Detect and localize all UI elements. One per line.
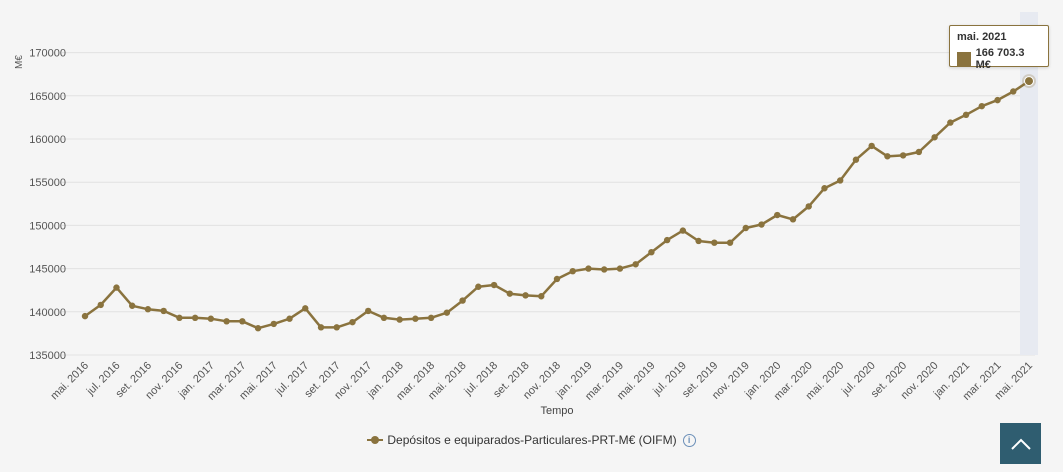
data-point[interactable] bbox=[569, 267, 576, 275]
data-tooltip: mai. 2021 166 703.3 M€ bbox=[949, 25, 1049, 71]
data-point[interactable] bbox=[616, 265, 624, 272]
data-point[interactable] bbox=[459, 297, 466, 304]
data-point[interactable] bbox=[978, 102, 985, 110]
data-point[interactable] bbox=[931, 134, 938, 141]
data-point[interactable] bbox=[239, 318, 246, 325]
data-point[interactable] bbox=[868, 142, 875, 150]
data-point[interactable] bbox=[396, 316, 403, 323]
data-point[interactable] bbox=[490, 281, 498, 289]
data-point[interactable] bbox=[648, 248, 655, 256]
data-point[interactable] bbox=[821, 185, 828, 192]
tooltip-title: mai. 2021 bbox=[957, 31, 1007, 43]
data-point[interactable] bbox=[223, 318, 230, 325]
data-point[interactable] bbox=[994, 96, 1001, 104]
data-point[interactable] bbox=[443, 309, 451, 316]
y-tick-label: 140000 bbox=[29, 307, 66, 319]
data-point[interactable] bbox=[758, 221, 765, 228]
data-point[interactable] bbox=[349, 318, 356, 326]
y-tick-label: 155000 bbox=[29, 177, 66, 189]
data-point[interactable] bbox=[302, 305, 309, 312]
data-point[interactable] bbox=[663, 236, 671, 244]
tooltip-value: 166 703.3 M€ bbox=[975, 47, 1025, 71]
data-point[interactable] bbox=[81, 312, 89, 320]
data-point[interactable] bbox=[427, 314, 435, 322]
data-point[interactable] bbox=[837, 177, 844, 184]
data-point[interactable] bbox=[365, 307, 372, 315]
data-point[interactable] bbox=[915, 148, 923, 156]
data-point[interactable] bbox=[726, 239, 734, 246]
data-point[interactable] bbox=[632, 261, 639, 268]
legend-line-marker-icon bbox=[367, 435, 384, 445]
data-point[interactable] bbox=[207, 315, 215, 322]
data-point[interactable] bbox=[144, 306, 152, 313]
scroll-to-top-button[interactable] bbox=[1000, 423, 1041, 464]
data-point[interactable] bbox=[538, 293, 545, 300]
grid-layer bbox=[62, 52, 1035, 356]
data-point[interactable] bbox=[475, 283, 482, 290]
x-axis-label: Tempo bbox=[540, 405, 573, 417]
data-point[interactable] bbox=[585, 265, 592, 272]
data-point[interactable] bbox=[553, 275, 561, 283]
data-point[interactable] bbox=[1010, 88, 1017, 95]
data-point[interactable] bbox=[789, 216, 797, 223]
tooltip-row: 166 703.3 M€ bbox=[957, 47, 1041, 71]
data-point[interactable] bbox=[191, 314, 199, 322]
data-point[interactable] bbox=[679, 227, 687, 234]
data-point[interactable] bbox=[899, 152, 907, 159]
data-point[interactable] bbox=[805, 203, 812, 210]
data-point[interactable] bbox=[506, 290, 513, 297]
y-tick-label: 170000 bbox=[29, 48, 66, 60]
y-axis: 135000 140000 145000 150000 155000 160000 1650… bbox=[29, 48, 66, 362]
x-tick-label: mai. 2016 bbox=[48, 360, 91, 403]
data-point[interactable] bbox=[113, 284, 120, 291]
data-point[interactable] bbox=[97, 301, 104, 309]
data-point[interactable] bbox=[129, 302, 136, 309]
tooltip-swatch bbox=[957, 52, 971, 66]
series-layer bbox=[81, 74, 1036, 332]
chart-legend: Depósitos e equiparados-Particulares-PRT… bbox=[0, 433, 1063, 448]
data-point[interactable] bbox=[774, 211, 781, 219]
data-point[interactable] bbox=[317, 324, 325, 331]
series-line bbox=[84, 80, 1030, 330]
y-tick-label: 150000 bbox=[29, 220, 66, 232]
data-point[interactable] bbox=[1024, 76, 1034, 87]
data-point[interactable] bbox=[333, 324, 340, 331]
hover-band bbox=[1020, 12, 1038, 355]
data-point[interactable] bbox=[852, 156, 860, 163]
data-point[interactable] bbox=[254, 325, 262, 332]
chevron-up-icon bbox=[1010, 438, 1031, 450]
y-tick-label: 135000 bbox=[29, 350, 66, 362]
data-point[interactable] bbox=[176, 314, 183, 322]
data-point[interactable] bbox=[522, 292, 529, 299]
data-point[interactable] bbox=[160, 307, 167, 315]
data-point[interactable] bbox=[286, 315, 293, 322]
legend-item[interactable]: Depósitos e equiparados-Particulares-PRT… bbox=[367, 433, 696, 447]
legend-label: Depósitos e equiparados-Particulares-PRT… bbox=[387, 433, 677, 447]
data-point[interactable] bbox=[695, 237, 702, 245]
y-tick-label: 160000 bbox=[29, 134, 66, 146]
highlight-layer bbox=[1020, 12, 1038, 355]
data-point[interactable] bbox=[742, 224, 749, 232]
data-point[interactable] bbox=[947, 119, 954, 126]
y-tick-label: 145000 bbox=[29, 264, 66, 276]
data-point[interactable] bbox=[601, 266, 608, 273]
data-point[interactable] bbox=[380, 314, 388, 322]
data-point[interactable] bbox=[412, 315, 419, 322]
y-tick-label: 165000 bbox=[29, 91, 66, 103]
data-point[interactable] bbox=[270, 320, 277, 328]
y-axis-label: M€ bbox=[14, 55, 25, 69]
data-point[interactable] bbox=[884, 153, 891, 160]
data-point[interactable] bbox=[711, 239, 718, 246]
data-point[interactable] bbox=[962, 111, 970, 119]
info-icon[interactable]: i bbox=[682, 433, 696, 447]
